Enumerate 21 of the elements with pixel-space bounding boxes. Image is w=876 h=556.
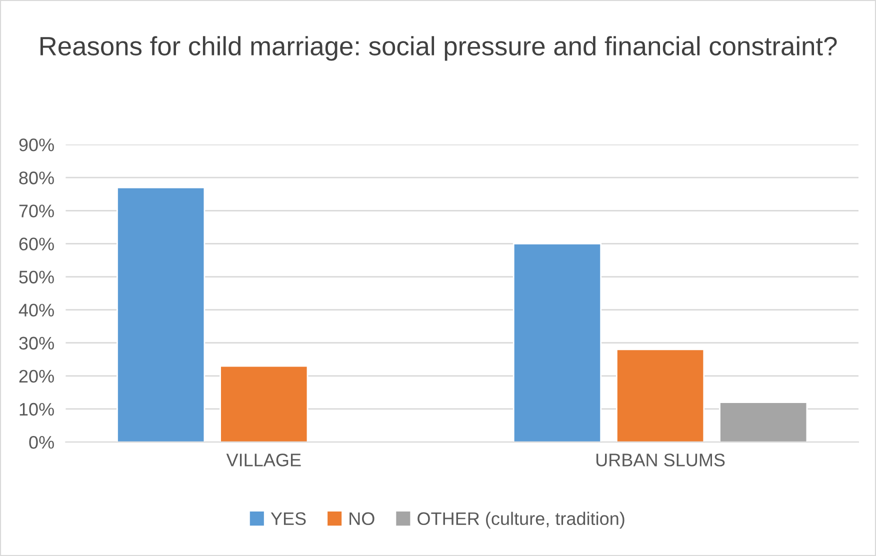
legend-label: OTHER (culture, tradition) xyxy=(418,512,624,529)
y-tick-label: 10% xyxy=(20,402,54,416)
y-tick-label: 30% xyxy=(19,336,54,350)
y-tick-label: 0% xyxy=(29,436,54,449)
bar xyxy=(512,243,602,442)
bar xyxy=(220,365,308,442)
y-tick-label: 90% xyxy=(19,138,54,152)
y-tick-label: 60% xyxy=(19,238,54,250)
bar xyxy=(616,348,705,442)
y-tick-label: 70% xyxy=(19,204,54,218)
legend-label: NO xyxy=(350,512,374,526)
y-tick-label: 20% xyxy=(19,370,54,383)
chart-title: Reasons for child marriage: social pressure and financial constraint? xyxy=(40,36,837,61)
bar xyxy=(719,402,808,442)
bar xyxy=(116,186,206,442)
y-tick-label: 40% xyxy=(18,304,54,317)
legend-label: YES xyxy=(270,512,306,526)
y-tick-label: 80% xyxy=(19,172,54,184)
x-tick-label: URBAN SLUMS xyxy=(596,454,725,466)
x-tick-label: VILLAGE xyxy=(226,454,301,466)
y-tick-label: 50% xyxy=(19,270,54,284)
